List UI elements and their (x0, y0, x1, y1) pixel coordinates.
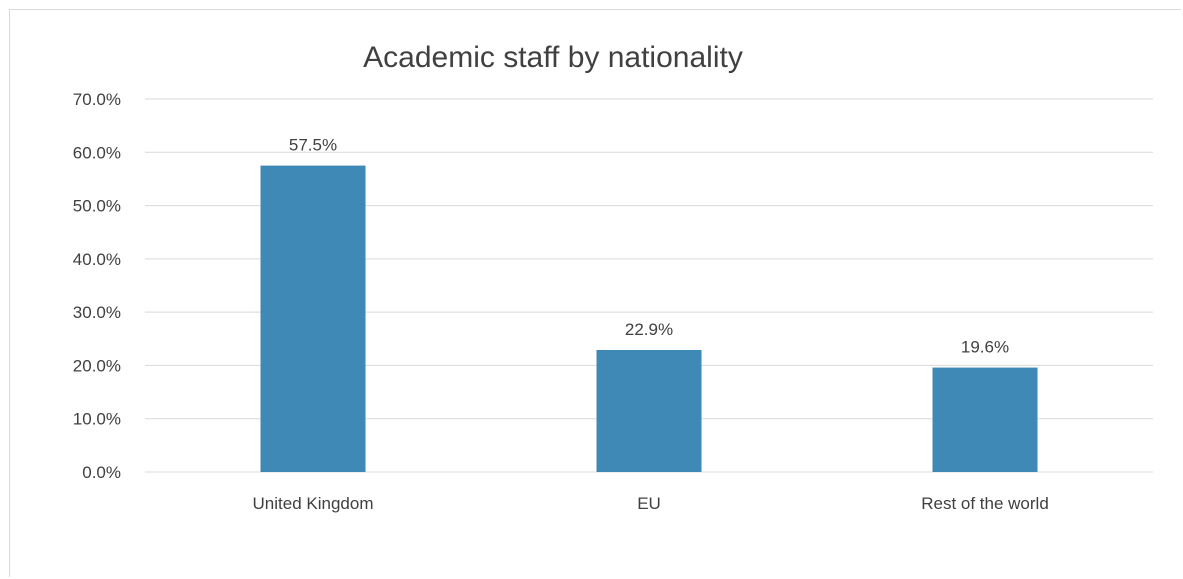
bar (260, 165, 366, 472)
y-tick-label: 60.0% (73, 143, 121, 162)
y-axis-tick-labels: 0.0% 10.0% 20.0% 30.0% 40.0% 50.0% 60.0% 70.0% (73, 90, 121, 482)
y-tick-label: 10.0% (73, 410, 121, 429)
data-label: 57.5% (289, 136, 337, 155)
bars (260, 165, 1038, 472)
y-tick-label: 70.0% (73, 90, 121, 109)
x-tick-label: EU (637, 494, 661, 513)
data-label: 19.6% (961, 338, 1009, 357)
data-label: 22.9% (625, 320, 673, 339)
data-labels: 57.5% 22.9% 19.6% (289, 136, 1009, 357)
chart-title: Academic staff by nationality (363, 41, 743, 74)
x-tick-label: United Kingdom (253, 494, 374, 513)
bar (932, 367, 1038, 472)
y-tick-label: 50.0% (73, 197, 121, 216)
x-axis-tick-labels: United Kingdom EU Rest of the world (253, 494, 1049, 513)
chart-frame (9, 9, 1181, 577)
x-tick-label: Rest of the world (921, 494, 1049, 513)
y-tick-label: 0.0% (82, 463, 121, 482)
y-tick-label: 40.0% (73, 250, 121, 269)
y-tick-label: 20.0% (73, 356, 121, 375)
bar (596, 349, 702, 472)
y-tick-label: 30.0% (73, 303, 121, 322)
